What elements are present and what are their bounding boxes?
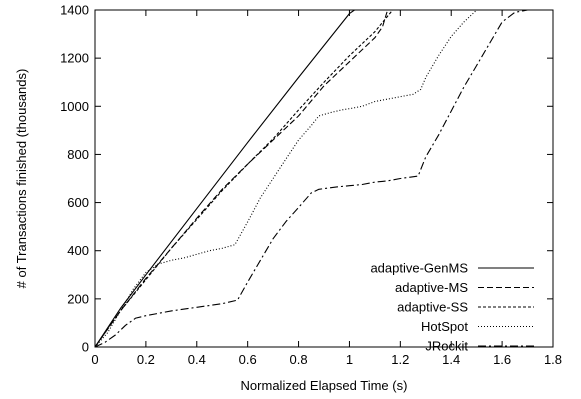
y-axis-title: # of Transactions finished (thousands) [14, 69, 29, 289]
legend-label: adaptive-MS [395, 280, 468, 295]
legend: adaptive-GenMS adaptive-MS adaptive-SS HotS… [370, 261, 534, 354]
x-tick-label: 1.4 [442, 352, 460, 367]
legend-label: adaptive-GenMS [370, 261, 468, 276]
y-axis: 0 200 400 600 800 1000 1200 1400 [60, 3, 553, 355]
plot-area [94, 9, 554, 348]
y-tick-label: 600 [67, 195, 89, 210]
x-tick-label: 1.6 [493, 352, 511, 367]
y-tick-label: 0 [82, 340, 89, 355]
series-layer [95, 10, 528, 347]
x-tick-label: 0.8 [290, 352, 308, 367]
legend-label: HotSpot [421, 319, 468, 334]
series-line-jrockit [95, 10, 528, 347]
x-tick-label: 1 [346, 352, 353, 367]
y-tick-label: 200 [67, 291, 89, 306]
x-tick-label: 0.2 [137, 352, 155, 367]
series-line-adaptive-ss [95, 10, 394, 347]
y-tick-label: 800 [67, 147, 89, 162]
x-axis-title: Normalized Elapsed Time (s) [241, 378, 408, 393]
series-line-adaptive-genms [95, 10, 355, 347]
legend-label: adaptive-SS [397, 300, 468, 315]
y-tick-label: 1200 [60, 51, 89, 66]
y-tick-label: 1000 [60, 99, 89, 114]
y-tick-label: 1400 [60, 3, 89, 18]
legend-label: JRockit [425, 339, 468, 354]
x-tick-label: 0.6 [239, 352, 257, 367]
y-tick-label: 400 [67, 243, 89, 258]
x-tick-label: 1.8 [544, 352, 562, 367]
series-line-hotspot [95, 10, 478, 347]
x-tick-label: 1.2 [391, 352, 409, 367]
x-tick-label: 0.4 [188, 352, 206, 367]
plot-frame [94, 9, 554, 348]
x-tick-label: 0 [91, 352, 98, 367]
